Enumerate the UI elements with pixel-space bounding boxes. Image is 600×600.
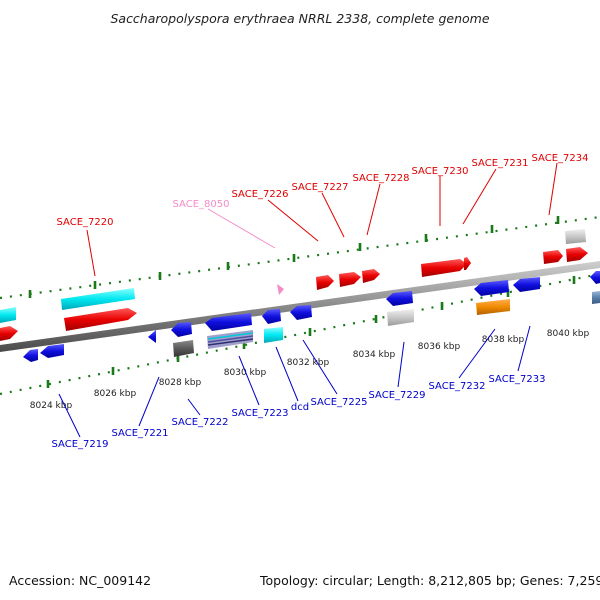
leader-line [138, 376, 160, 427]
gene-sace-7223-arrow[interactable] [205, 313, 252, 331]
reverse-genes [23, 271, 600, 362]
gene-label-sace-7225[interactable]: SACE_7225 [311, 397, 368, 408]
gene-label-sace-7221[interactable]: SACE_7221 [112, 428, 169, 439]
gene-label-sace-7232[interactable]: SACE_7232 [429, 381, 486, 392]
gene-label-sace-7233[interactable]: SACE_7233 [489, 374, 546, 385]
leader-line [517, 325, 531, 372]
gene-sace-7229-gray[interactable] [387, 309, 414, 326]
gene-sace-7232-orange[interactable] [476, 299, 510, 315]
gene-sace-7220-cyan-bar[interactable] [61, 288, 135, 310]
kbp-label: 8034 kbp [353, 350, 396, 360]
gene-label-sace-7231[interactable]: SACE_7231 [472, 158, 529, 169]
gene-label-sace-7227[interactable]: SACE_7227 [292, 182, 349, 193]
kbp-label: 8038 kbp [482, 335, 525, 345]
leader-line [548, 162, 558, 216]
gene-label-sace-7228[interactable]: SACE_7228 [353, 173, 410, 184]
gene-label-dcd[interactable]: dcd [291, 402, 309, 413]
gene-label-sace-7234[interactable]: SACE_7234 [532, 153, 589, 164]
leader-line [58, 393, 81, 438]
kbp-labels: 8024 kbp 8026 kbp 8028 kbp 8030 kbp 8032… [30, 329, 590, 411]
top-track-guide [0, 215, 600, 300]
leader-line [187, 398, 201, 416]
kbp-label: 8024 kbp [30, 401, 73, 411]
stack-line-1 [207, 332, 254, 340]
gene-sace-7222-dark[interactable] [173, 340, 194, 357]
gene-cyan-left-edge[interactable] [0, 307, 16, 323]
gene-sace-7220-arrow[interactable] [64, 308, 137, 331]
gene-steel-right-edge[interactable] [592, 291, 600, 304]
kbp-label: 8040 kbp [547, 329, 590, 339]
gene-sace-7230-arrow[interactable] [421, 259, 467, 277]
gene-sace-7227-arrow[interactable] [339, 272, 361, 287]
gene-sace-7226-arrow[interactable] [316, 275, 334, 290]
gene-label-sace-8050[interactable]: SACE_8050 [173, 199, 230, 210]
gene-sace-7222-arrow[interactable] [171, 322, 192, 337]
bottom-gene-labels: SACE_7219 SACE_7221 SACE_7222 SACE_7223 … [52, 325, 546, 450]
leader-line [302, 339, 338, 395]
gene-sace-7234-arrow[interactable] [543, 250, 563, 264]
bottom-track-guide [0, 272, 600, 396]
stack-line-2 [207, 335, 254, 343]
gene-gray-top[interactable] [565, 229, 586, 244]
leader-line [366, 183, 381, 236]
gene-sace-7221-arrow[interactable] [148, 330, 156, 343]
leader-line [321, 192, 345, 238]
gene-label-sace-7222[interactable]: SACE_7222 [172, 417, 229, 428]
kbp-label: 8026 kbp [94, 389, 137, 399]
gene-label-sace-7219[interactable]: SACE_7219 [52, 439, 109, 450]
kbp-label: 8028 kbp [159, 378, 202, 388]
gene-sace-7219a-arrow[interactable] [23, 349, 38, 362]
gene-dcd-arrow[interactable] [262, 309, 281, 324]
gene-blue-right-edge[interactable] [590, 271, 600, 284]
gene-sace-7232-arrow[interactable] [474, 280, 509, 296]
page-title: Saccharopolyspora erythraea NRRL 2338, c… [110, 11, 489, 26]
leader-line [238, 355, 260, 406]
gene-sace-7219b-arrow[interactable] [40, 344, 64, 358]
leader-line [462, 168, 497, 225]
gene-sace-7229-arrow[interactable] [386, 291, 413, 306]
gene-sace-7234b-arrow[interactable] [566, 247, 588, 262]
top-gene-labels: SACE_8050 SACE_7220 SACE_7226 SACE_7227 … [57, 153, 589, 277]
stack-line-3 [207, 338, 254, 346]
forward-genes [0, 229, 588, 341]
leader-line [207, 208, 276, 249]
gene-red-left-edge[interactable] [0, 326, 18, 341]
leader-line [86, 229, 96, 277]
gene-label-sace-7223[interactable]: SACE_7223 [232, 408, 289, 419]
gene-label-sace-7230[interactable]: SACE_7230 [412, 166, 469, 177]
topology-label: Topology: circular; Length: 8,212,805 bp… [259, 573, 600, 588]
pseudo-gene-sace-8050[interactable] [277, 284, 284, 295]
gene-sace-7233-arrow[interactable] [513, 277, 540, 292]
gene-sace-7228-arrow[interactable] [362, 269, 380, 283]
gene-label-sace-7220[interactable]: SACE_7220 [57, 217, 114, 228]
gene-sace-7231-arrow[interactable] [464, 257, 471, 270]
gene-label-sace-7229[interactable]: SACE_7229 [369, 390, 426, 401]
gene-label-sace-7226[interactable]: SACE_7226 [232, 189, 289, 200]
gene-dcd-cyan[interactable] [264, 327, 283, 343]
kbp-label: 8030 kbp [224, 368, 267, 378]
kbp-label: 8036 kbp [418, 342, 461, 352]
leader-line [458, 328, 496, 379]
leader-line [267, 199, 319, 242]
accession-label: Accession: NC_009142 [9, 573, 151, 588]
leader-line [275, 346, 299, 402]
leader-line [397, 341, 405, 388]
gene-sace-7225-arrow[interactable] [290, 305, 312, 320]
kbp-label: 8032 kbp [287, 358, 330, 368]
